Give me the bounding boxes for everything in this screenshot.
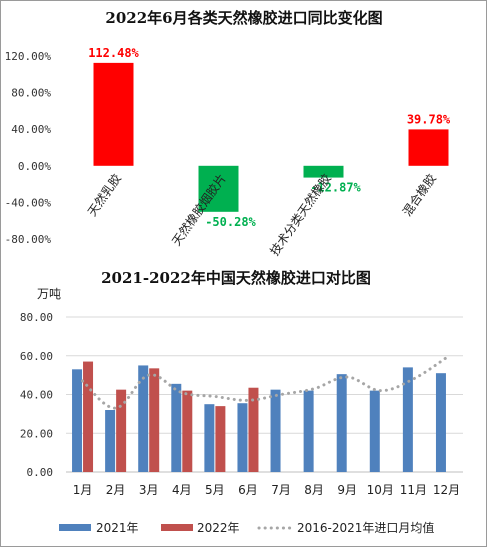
chart2-y-unit: 万吨 — [37, 287, 61, 301]
legend-label-2021: 2021年 — [96, 521, 139, 535]
chart2-month-label: 11月 — [400, 483, 427, 497]
legend-label-average: 2016-2021年进口月均值 — [297, 520, 434, 535]
chart1-y-tick-label: 120.00% — [5, 50, 52, 63]
chart2-bar-2022 — [248, 387, 259, 472]
chart2-bar-2022 — [116, 389, 127, 472]
chart1-y-tick-label: 40.00% — [11, 123, 51, 136]
chart2-average-line-path — [81, 356, 448, 410]
chart1-bar — [93, 62, 134, 166]
chart2-month-label: 12月 — [433, 483, 460, 497]
chart2-y-tick-label: 80.00 — [20, 311, 53, 324]
chart2-bar-2022 — [215, 406, 226, 472]
legend-swatch-2022 — [161, 524, 193, 531]
chart2-month-label: 2月 — [106, 483, 126, 497]
chart2-title: 2021-2022年中国天然橡胶进口对比图 — [101, 269, 371, 287]
chart1-data-labels: 112.48% -50.28% -12.87% 39.78% — [88, 46, 451, 229]
chart2-month-label: 6月 — [238, 483, 258, 497]
chart2-bar-2021 — [105, 410, 116, 472]
chart2-bar-2021 — [138, 365, 149, 472]
chart1-data-label: -50.28% — [205, 215, 256, 229]
chart2-bar-2021 — [435, 373, 446, 472]
chart2-legend: 2021年 2022年 2016-2021年进口月均值 — [59, 520, 434, 535]
legend-label-2022: 2022年 — [197, 521, 240, 535]
chart1-data-label: -12.87% — [310, 181, 361, 195]
chart2-month-label: 9月 — [337, 483, 357, 497]
chart2-month-label: 10月 — [367, 483, 394, 497]
chart2-bar-2021 — [72, 369, 83, 472]
chart2-average-line — [81, 356, 448, 410]
chart2-x-axis: 1月 2月 3月 4月 5月 6月 7月 8月 9月 10月 11月 12月 — [73, 483, 460, 497]
chart1-y-tick-label: -80.00% — [5, 233, 52, 246]
chart1-bar — [408, 129, 449, 166]
chart2-bar-2022 — [83, 361, 94, 472]
chart2-gridlines — [66, 316, 463, 473]
chart1-data-label: 39.78% — [407, 112, 451, 126]
chart2-month-label: 7月 — [271, 483, 291, 497]
chart1-y-tick-label: -40.00% — [5, 196, 52, 209]
chart2-bar-2021 — [270, 389, 281, 472]
chart2-bar-2021 — [336, 374, 347, 472]
chart1-category-label: 天然乳胶 — [84, 171, 124, 219]
chart2-bar-2021 — [204, 404, 215, 472]
chart2-y-tick-label: 60.00 — [20, 350, 53, 363]
chart2-bar-2021 — [171, 383, 182, 472]
legend-swatch-2021 — [59, 524, 91, 531]
chart1-bars — [93, 62, 449, 212]
chart2-bars — [72, 361, 446, 472]
chart2-month-label: 1月 — [73, 483, 93, 497]
chart1-y-tick-label: 80.00% — [11, 87, 51, 100]
chart2-month-label: 5月 — [205, 483, 225, 497]
chart2-y-tick-label: 0.00 — [27, 466, 54, 479]
chart1-y-axis: 120.00% 80.00% 40.00% 0.00% -40.00% -80.00% — [5, 50, 52, 246]
chart2-bar-2021 — [402, 367, 413, 472]
chart1-bar — [303, 165, 344, 178]
chart2-bar-2021 — [369, 390, 380, 472]
chart2-month-label: 8月 — [304, 483, 324, 497]
chart1-category-label: 技术分类天然橡胶 — [267, 171, 334, 258]
chart2-bar-2022 — [182, 390, 193, 472]
chart1-bar — [198, 165, 239, 212]
chart1-title: 2022年6月各类天然橡胶进口同比变化图 — [105, 9, 382, 27]
chart1-x-axis: 天然乳胶 天然橡胶烟胶片 技术分类天然橡胶 混合橡胶 — [84, 171, 439, 258]
chart2-y-tick-label: 20.00 — [20, 427, 53, 440]
chart2-bar-2021 — [237, 403, 248, 472]
chart2-month-label: 3月 — [139, 483, 159, 497]
chart2-bar-2021 — [303, 390, 314, 472]
chart1-data-label: 112.48% — [88, 46, 139, 60]
chart2-y-axis: 80.00 60.00 40.00 20.00 0.00 — [20, 311, 53, 479]
chart2-month-label: 4月 — [172, 483, 192, 497]
chart1-y-tick-label: 0.00% — [18, 160, 51, 173]
chart1-category-label: 混合橡胶 — [399, 171, 439, 219]
chart2-y-tick-label: 40.00 — [20, 389, 53, 402]
chart2-bar-2022 — [149, 368, 160, 472]
